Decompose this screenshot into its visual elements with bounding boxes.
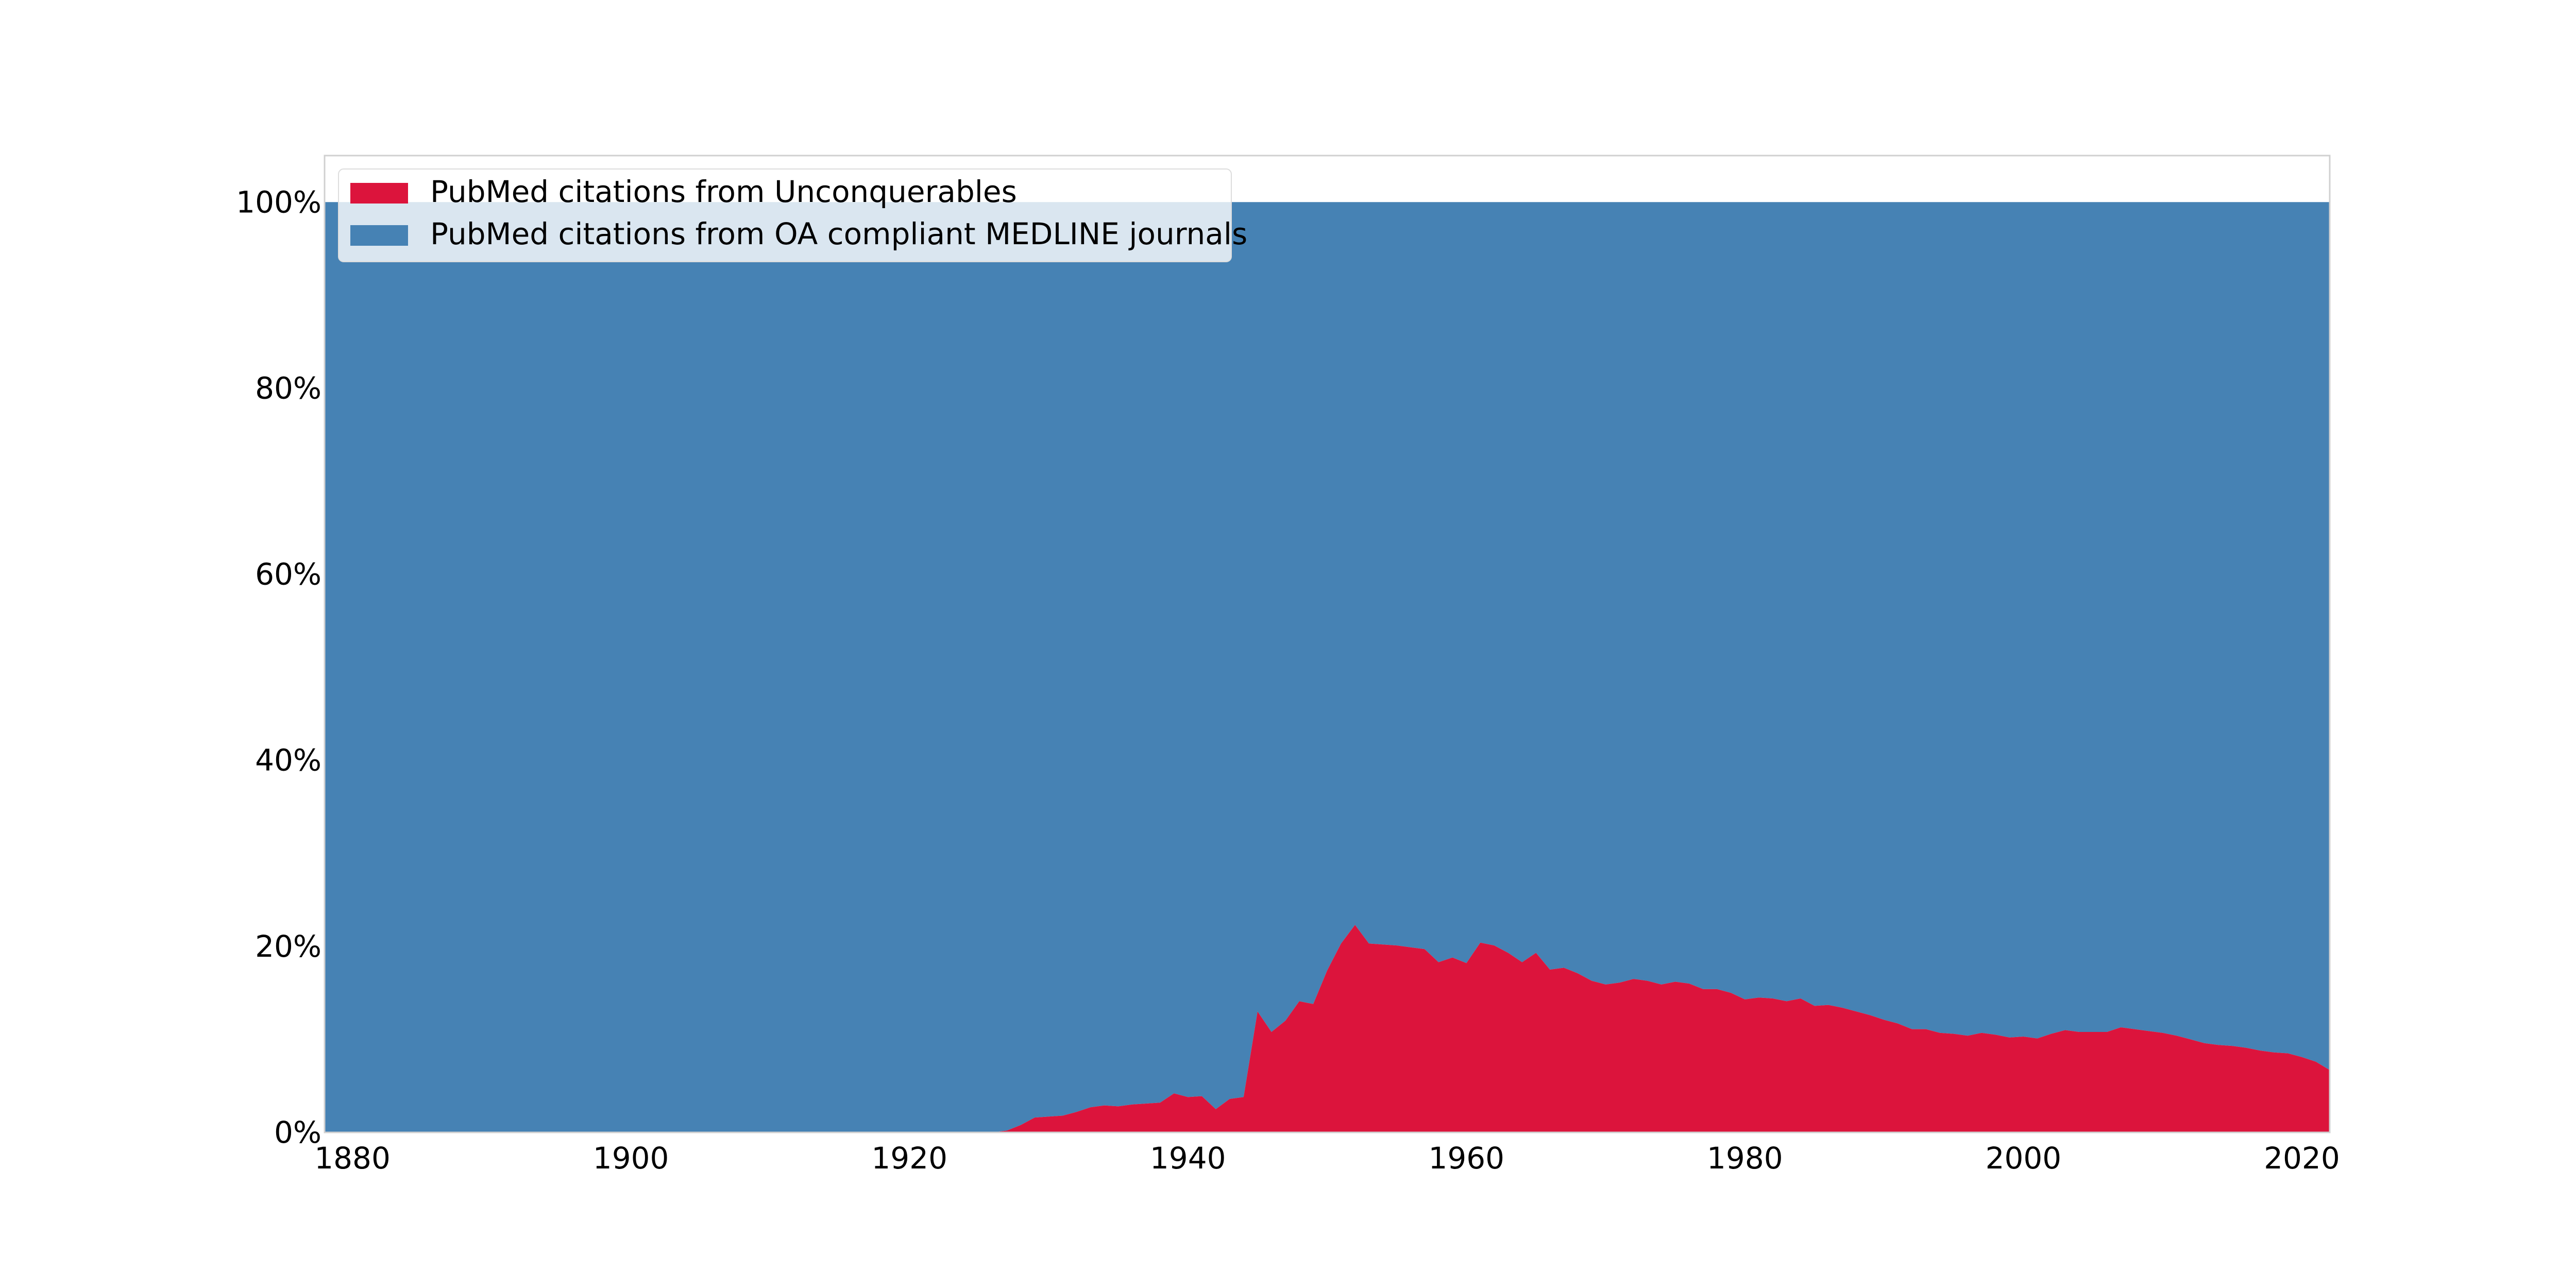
- plot-area: [324, 155, 2331, 1133]
- y-tick-label: 100%: [236, 184, 321, 219]
- axes-frame: [324, 155, 2331, 1133]
- x-tick-label: 1980: [1707, 1141, 1783, 1176]
- y-tick-label: 40%: [255, 743, 321, 778]
- legend-label-unconquerables: PubMed citations from Unconquerables: [430, 174, 1017, 209]
- legend-label-oa-compliant: PubMed citations from OA compliant MEDLI…: [430, 216, 1247, 251]
- x-tick-label: 2020: [2264, 1141, 2340, 1176]
- y-tick-label: 0%: [274, 1115, 321, 1150]
- x-tick-label: 1940: [1150, 1141, 1226, 1176]
- y-axis: 0% 20% 40% 60% 80% 100%: [236, 184, 321, 1150]
- y-tick-label: 80%: [255, 370, 321, 405]
- unconquerables-area: [325, 925, 2330, 1132]
- oa-compliant-area: [325, 202, 2330, 1133]
- x-tick-label: 1960: [1428, 1141, 1504, 1176]
- x-tick-label: 1900: [593, 1141, 669, 1176]
- x-tick-label: 2000: [1986, 1141, 2062, 1176]
- legend: PubMed citations from Unconquerables Pub…: [338, 168, 1247, 262]
- y-tick-label: 60%: [255, 557, 321, 592]
- x-tick-label: 1880: [314, 1141, 391, 1176]
- x-tick-label: 1920: [871, 1141, 947, 1176]
- legend-swatch-oa-compliant: [350, 225, 408, 246]
- y-tick-label: 20%: [255, 929, 321, 964]
- legend-box: [338, 168, 1232, 262]
- x-axis: 1880 1900 1920 1940 1960 1980 2000 2020: [314, 1141, 2340, 1176]
- legend-swatch-unconquerables: [350, 183, 408, 204]
